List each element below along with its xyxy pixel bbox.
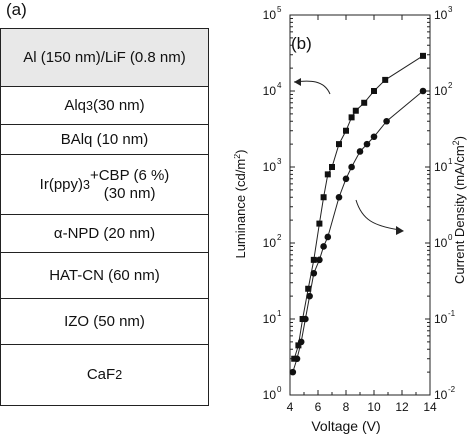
series-1-point-8 — [324, 233, 332, 241]
plot-frame — [289, 14, 431, 396]
series-1-point-15 — [383, 117, 390, 125]
layer-6: IZO (50 nm) — [0, 298, 209, 345]
series-1-point-12 — [356, 148, 364, 155]
y-left-tick-exp-0: 0 — [277, 385, 282, 394]
series-0-point-5 — [316, 220, 323, 227]
series-0-point-14 — [371, 88, 377, 94]
y-right-tick-exp-1: -1 — [448, 309, 456, 318]
arrow-to-left-axis-head — [294, 78, 301, 86]
x-tick-label-1: 6 — [315, 400, 322, 414]
x-tick-label-4: 12 — [395, 400, 409, 414]
series-1-point-10 — [342, 175, 350, 183]
arrow-to-right-axis-head — [396, 226, 404, 235]
y-right-tick-label-5: 10 — [434, 8, 448, 22]
layer-1: Alq 3 (30 nm) — [0, 86, 209, 125]
y-left-tick-exp-1: 1 — [277, 309, 282, 318]
arrow-to-right-axis — [355, 199, 401, 231]
y-left-tick-exp-3: 3 — [277, 157, 282, 166]
series-1-point-11 — [348, 163, 355, 171]
series-1-point-6 — [316, 256, 323, 264]
layer-4: α-NPD (20 nm) — [0, 214, 209, 253]
y-left-tick-label-2: 10 — [263, 236, 277, 250]
series-0-point-13 — [361, 99, 368, 106]
y-left-tick-label-4: 10 — [263, 84, 277, 98]
series-1-point-3 — [302, 315, 309, 323]
x-tick-label-3: 10 — [367, 400, 381, 414]
x-axis-label: Voltage (V) — [311, 418, 380, 434]
y-left-tick-exp-2: 2 — [277, 233, 282, 242]
panel-b-label: (b) — [291, 34, 312, 53]
y-left-tick-label-0: 10 — [263, 388, 277, 402]
y-axis-left-label: Luminance (cd/m2) — [234, 149, 248, 258]
y-right-tick-label-4: 10 — [434, 84, 448, 98]
layer-3: Ir(ppy) 3 +CBP (6 %) (30 nm) — [0, 154, 209, 215]
layer-5: HAT-CN (60 nm) — [0, 252, 209, 299]
series-1-point-1 — [293, 355, 301, 363]
x-tick-label-2: 8 — [343, 400, 350, 414]
series-1-point-0 — [289, 368, 297, 376]
series-1-point-14 — [370, 133, 378, 141]
series-1-point-4 — [306, 292, 313, 300]
y-right-tick-exp-5: 3 — [448, 5, 453, 14]
series-0-point-11 — [348, 114, 355, 121]
layer-2: BAlq (10 nm) — [0, 124, 209, 155]
y-right-tick-exp-4: 2 — [448, 81, 453, 90]
y-left-tick-label-1: 10 — [263, 312, 277, 326]
series-0-point-10 — [343, 127, 349, 134]
y-axis-right-label: Current Density (mA/cm2) — [451, 136, 467, 284]
series-1-point-16 — [419, 87, 427, 95]
series-1-point-5 — [310, 269, 318, 277]
series-0-point-4 — [310, 256, 317, 263]
series-1-point-9 — [335, 193, 343, 201]
y-right-tick-label-0: 10 — [434, 388, 448, 402]
y-right-tick-label-3: 10 — [434, 160, 448, 174]
series-1-line — [292, 90, 424, 373]
series-0-point-7 — [324, 171, 331, 178]
device-layer-stack: Al (150 nm)/LiF (0.8 nm) Alq 3 (30 nm) BAlq… — [0, 28, 211, 406]
x-tick-label-0: 4 — [287, 400, 294, 414]
series-0-point-1 — [295, 342, 302, 349]
panel-a-label: (a) — [6, 0, 27, 19]
y-right-tick-label-2: 10 — [434, 236, 448, 250]
series-1-point-7 — [320, 243, 327, 250]
y-left-tick-label-5: 10 — [263, 8, 277, 22]
y-right-tick-exp-2: 0 — [448, 233, 453, 242]
series-1-point-2 — [297, 338, 305, 346]
series-0-point-16 — [420, 52, 426, 59]
series-0-point-6 — [320, 194, 327, 201]
y-left-tick-label-3: 10 — [263, 160, 277, 174]
series-0-point-9 — [336, 141, 342, 148]
series-0-point-12 — [352, 107, 359, 114]
layer-0: Al (150 nm)/LiF (0.8 nm) — [0, 28, 209, 87]
y-left-tick-exp-4: 4 — [277, 81, 282, 90]
y-right-tick-label-1: 10 — [434, 312, 448, 326]
series-0-point-3 — [305, 285, 312, 292]
series-1-point-13 — [363, 140, 371, 148]
layer-7: CaF 2 — [0, 344, 209, 406]
y-right-tick-exp-3: 1 — [448, 157, 453, 166]
y-right-tick-exp-0: -2 — [448, 385, 456, 394]
series-0-point-8 — [329, 164, 335, 170]
series-0-point-15 — [382, 76, 389, 83]
x-tick-label-5: 14 — [423, 400, 437, 414]
y-left-tick-exp-5: 5 — [277, 5, 282, 14]
